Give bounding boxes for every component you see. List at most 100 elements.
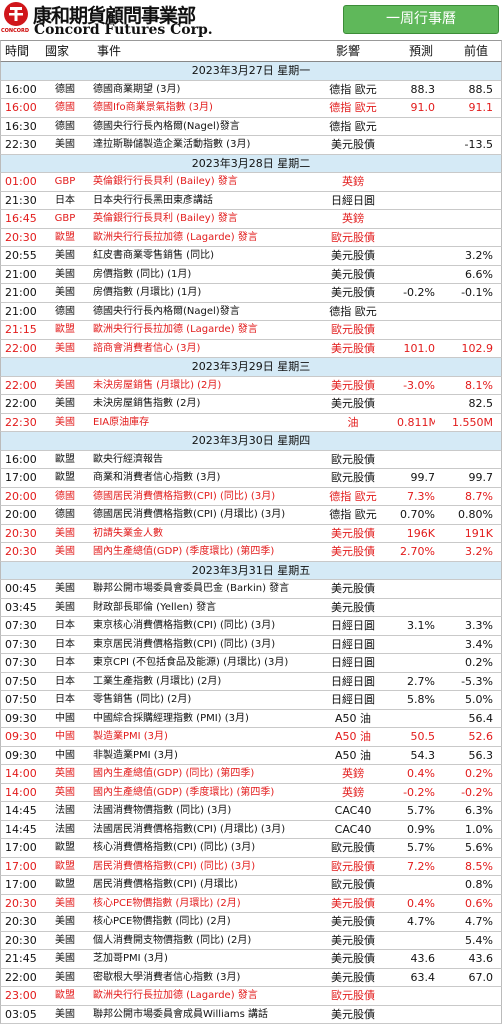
event: 工業生產指數 (月環比) (2月) — [93, 675, 222, 687]
country: 美國 — [55, 897, 75, 909]
previous: 1.550M — [452, 415, 493, 429]
event: 歐央行經濟報告 — [93, 453, 163, 465]
country: 日本 — [55, 675, 75, 687]
event: 房價指數 (月環比) (1月) — [93, 287, 202, 298]
event: 核心消費價格指數(CPI) (同比) (3月) — [93, 842, 256, 853]
company-name-en: Concord Futures Corp. — [34, 22, 213, 38]
time: 22:00 — [5, 341, 37, 355]
event-row: 20:30 美國 核心PCE物價指數 (同比) (2月) 美元股債 4.7% 4.7% — [0, 913, 502, 932]
impact: CAC40 — [334, 804, 372, 817]
previous: 8.1% — [465, 378, 493, 392]
event: 非製造業PMI (3月) — [93, 749, 178, 761]
time: 16:00 — [5, 452, 37, 466]
previous: 0.6% — [465, 896, 493, 910]
time: 21:30 — [5, 193, 37, 207]
impact: 英鎊 — [342, 175, 364, 188]
country: 歐盟 — [55, 842, 75, 853]
event-row: 20:30 美國 國內生產總值(GDP) (季度環比) (第四季) 美元股債 2.70%… — [0, 543, 502, 562]
event-row: 00:45 美國 聯邦公開市場委員會委員巴金 (Barkin) 發言 美元股債 — [0, 580, 502, 599]
time: 22:00 — [5, 970, 37, 984]
forecast: 101.0 — [403, 341, 436, 355]
event: 達拉斯聯儲製造企業活動指數 (3月) — [93, 139, 251, 150]
country: 美國 — [55, 916, 75, 927]
impact: 日經日圓 — [331, 193, 375, 207]
country: 中國 — [55, 749, 75, 761]
event-row: 22:00 美國 未決房屋銷售指數 (2月) 美元股債 82.5 — [0, 395, 502, 414]
event: 日本央行行長黑田東彥講話 — [93, 194, 213, 206]
previous: 191K — [464, 526, 493, 540]
forecast: -0.2% — [403, 785, 435, 799]
impact: 日經日圓 — [331, 693, 375, 706]
previous: -0.2% — [461, 785, 493, 799]
time: 22:00 — [5, 397, 37, 410]
time: 07:50 — [5, 693, 37, 706]
event: 法國居民消費價格指數(CPI) (月環比) (3月) — [93, 823, 286, 835]
event-row: 22:30 美國 EIA原油庫存 油 0.811M 1.550M — [0, 413, 502, 432]
event-row: 20:30 美國 核心PCE物價指數 (月環比) (2月) 美元股債 0.4% 0.6% — [0, 894, 502, 913]
event-row: 01:00 GBP 英倫銀行行長貝利 (Bailey) 發言 英鎊 — [0, 173, 502, 192]
previous: 1.0% — [465, 822, 493, 836]
time: 21:00 — [5, 286, 37, 299]
event-row: 16:30 德國 德國央行行長內格爾(Nagel)發言 德指 歐元 — [0, 117, 502, 136]
forecast: 0.4% — [407, 896, 435, 910]
event: 德國央行行長內格爾(Nagel)發言 — [93, 120, 240, 132]
forecast: 2.70% — [400, 545, 435, 558]
previous: 3.2% — [465, 249, 493, 262]
country: 法國 — [55, 805, 75, 816]
event: 芝加哥PMI (3月) — [93, 953, 168, 964]
time: 09:30 — [5, 730, 37, 743]
event: 德國商業期望 (3月) — [93, 83, 181, 95]
event-row: 14:00 英國 國內生產總值(GDP) (同比) (第四季) 英鎊 0.4% 0.2% — [0, 765, 502, 784]
logo-text: CONCORD — [1, 28, 30, 34]
impact: 歐元股債 — [331, 841, 375, 854]
forecast: -3.0% — [403, 378, 435, 392]
event: EIA原油庫存 — [93, 416, 150, 428]
impact: 美元股債 — [331, 600, 375, 614]
time: 20:30 — [5, 933, 37, 947]
previous: 0.2% — [465, 656, 493, 669]
time: 07:50 — [5, 674, 37, 688]
previous: 8.5% — [465, 859, 493, 873]
impact: 德指 歐元 — [329, 489, 377, 503]
impact: 英鎊 — [342, 785, 364, 799]
time: 16:00 — [5, 82, 37, 96]
time: 20:30 — [5, 545, 37, 558]
event-row: 09:30 中國 中國綜合採購經理指數 (PMI) (3月) A50 油 56.4 — [0, 709, 502, 728]
event-row: 14:45 法國 法國消費物價指數 (同比) (3月) CAC40 5.7% 6.3% — [0, 802, 502, 821]
country: 英國 — [55, 786, 75, 798]
previous: 0.80% — [458, 508, 493, 521]
time: 20:55 — [5, 249, 37, 262]
event-row: 17:00 歐盟 居民消費價格指數(CPI) (同比) (3月) 歐元股債 7.2% 8.… — [0, 857, 502, 876]
previous: 8.7% — [465, 489, 493, 503]
event: 國內生產總值(GDP) (季度環比) (第四季) — [93, 546, 275, 557]
country: 美國 — [55, 601, 75, 613]
country: GBP — [54, 176, 76, 187]
impact: CAC40 — [334, 822, 372, 836]
country: 德國 — [55, 509, 75, 520]
event-row: 22:00 美國 未決房屋銷售 (月環比) (2月) 美元股債 -3.0% 8.1% — [0, 376, 502, 395]
time: 21:45 — [5, 952, 37, 965]
event: 聯邦公開市場委員會委員巴金 (Barkin) 發言 — [93, 583, 290, 594]
country: 歐盟 — [55, 879, 75, 890]
country: 美國 — [55, 139, 75, 150]
forecast: 7.2% — [407, 859, 435, 873]
date-row: 2023年3月30日 星期四 — [0, 432, 502, 451]
event: 諮商會消費者信心 (3月) — [93, 342, 201, 354]
country: 德國 — [55, 305, 75, 317]
country: 歐盟 — [55, 231, 75, 243]
country: 中國 — [55, 731, 75, 742]
impact: 美元股債 — [331, 267, 375, 281]
forecast: 63.4 — [410, 970, 436, 984]
date-row: 2023年3月27日 星期一 — [0, 62, 502, 81]
event-row: 21:45 美國 芝加哥PMI (3月) 美元股債 43.6 43.6 — [0, 950, 502, 969]
event: 未決房屋銷售 (月環比) (2月) — [93, 379, 222, 391]
previous: 102.9 — [461, 341, 494, 355]
event-row: 03:05 美國 聯邦公開市場委員會成員Williams 講話 美元股債 — [0, 1005, 502, 1024]
time: 20:00 — [5, 508, 37, 521]
country: 美國 — [55, 379, 75, 391]
calendar-button[interactable]: 一周行事曆 — [343, 5, 499, 34]
time: 20:30 — [5, 526, 37, 540]
country: 日本 — [55, 657, 75, 668]
event: 核心PCE物價指數 (同比) (2月) — [93, 916, 231, 927]
forecast: 2.7% — [407, 674, 435, 688]
